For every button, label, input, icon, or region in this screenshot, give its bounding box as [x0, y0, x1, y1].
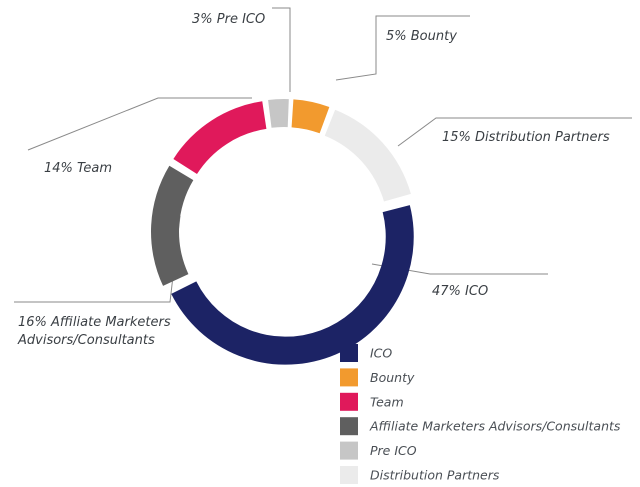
- legend-label: ICO: [370, 346, 392, 361]
- donut-segment: [268, 99, 289, 128]
- donut-segment: [151, 165, 194, 286]
- legend-swatch: [340, 441, 358, 460]
- legend-swatch: [340, 417, 358, 436]
- leader-line: [335, 15, 470, 81]
- donut-segment: [291, 99, 330, 134]
- donut-segment: [324, 109, 411, 202]
- callout-label: 14% Team: [44, 161, 112, 176]
- donut-segment: [173, 101, 267, 175]
- leader-lines: [14, 7, 632, 303]
- donut-segment: [171, 205, 414, 365]
- callout-label: 15% Distribution Partners: [442, 130, 610, 145]
- callout-label: 3% Pre ICO: [192, 12, 266, 27]
- legend-label: Team: [370, 394, 404, 409]
- legend-swatch: [340, 392, 358, 411]
- callout-label: 47% ICO: [432, 284, 489, 299]
- leader-line: [272, 7, 291, 92]
- legend-label: Bounty: [370, 370, 415, 385]
- leader-line: [397, 117, 632, 147]
- callout-label: 5% Bounty: [386, 29, 457, 44]
- legend-label: Affiliate Marketers Advisors/Consultants: [369, 419, 621, 434]
- legend: ICO Bounty Team Affiliate Marketers Advisor…: [340, 344, 621, 484]
- leader-line: [27, 97, 252, 151]
- legend-label: Pre ICO: [370, 443, 417, 458]
- legend-swatch: [340, 344, 358, 362]
- legend-swatch: [340, 368, 358, 387]
- donut: [151, 99, 414, 365]
- legend-label: Distribution Partners: [370, 468, 500, 483]
- legend-swatch: [340, 466, 358, 484]
- callout-label: 16% Affiliate Marketers Advisors/Consult…: [18, 315, 171, 348]
